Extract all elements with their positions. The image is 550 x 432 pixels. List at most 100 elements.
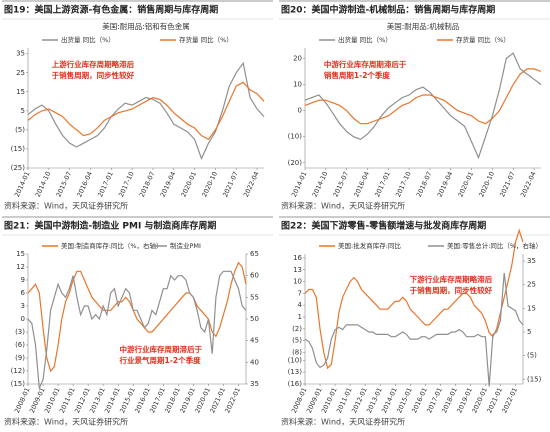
x-tick-label: 2019-04: [436, 170, 455, 198]
x-tick-label: 2017-01: [373, 170, 392, 198]
series-line: [304, 68, 542, 125]
y-tick-label: 4: [298, 301, 303, 309]
legend-label: 存货量 同比（%）: [456, 35, 510, 44]
series-line: [27, 270, 247, 389]
annotation: 销售周期1-2个季度: [324, 70, 391, 80]
legend-label: 美国:制造商库存:同比（%，右轴）: [61, 241, 163, 250]
x-tick-label: 2014-01: [290, 170, 309, 198]
y-tick-label: 10: [293, 81, 302, 89]
x-tick-label: 2015-07: [55, 170, 74, 198]
y-tick-label: 1: [298, 313, 302, 321]
y-tick-label: (5): [15, 126, 25, 134]
x-tick-label: 2014-01: [13, 170, 32, 198]
source-note: 资料来源：Wind，天风证券研究所: [281, 201, 405, 211]
x-tick-label: 2014-10: [311, 170, 330, 198]
y-tick-label: (2): [292, 325, 302, 333]
y-tick-label: (15): [11, 380, 26, 388]
annotation: 于销售周期，同步性较好: [410, 285, 493, 295]
legend-label: 出货量 同比（%）: [338, 35, 392, 44]
y-tick-label: 25: [16, 69, 25, 77]
y-tick-label: (12): [11, 367, 26, 375]
x-tick-label: 2022-04: [242, 170, 261, 198]
y-tick-label: 5: [527, 328, 531, 336]
y-tick-label: (9): [15, 354, 25, 362]
y-tick-label: 10: [293, 278, 302, 286]
annotation: 下游行业库存周期略滞后: [410, 274, 493, 284]
y-tick-label: (15): [11, 145, 26, 153]
panel-title: 图21：美国中游制造-制造业 PMI 与制造商库存周期: [4, 220, 216, 232]
y-tick-label: 35: [250, 380, 259, 388]
x-tick-label: 2019-04: [159, 170, 178, 198]
y-tick-label: 35: [16, 50, 25, 58]
annotation: 上游行业库存周期略滞后: [52, 59, 135, 69]
x-tick-label: 2020-10: [477, 170, 496, 198]
x-tick-label: 2016-04: [352, 170, 371, 198]
y-tick-label: 5: [21, 107, 25, 115]
chart-subtitle: 美国:耐用品:机械制品: [387, 21, 460, 31]
x-tick-label: 2018-07: [138, 170, 157, 198]
legend-label: 存货量 同比（%）: [179, 35, 233, 44]
y-tick-label: (20): [288, 159, 303, 167]
y-tick-label: (6): [15, 341, 25, 349]
y-tick-label: 25: [527, 281, 536, 289]
x-tick-label: 2015-07: [332, 170, 351, 198]
legend-label: 美国:批发商库存:同比: [338, 241, 401, 250]
y-tick-label: 15: [16, 250, 25, 258]
y-tick-label: 9: [21, 276, 25, 284]
x-tick-label: 2017-01: [96, 170, 115, 198]
series-line: [304, 228, 524, 370]
y-tick-label: (13): [288, 368, 303, 376]
y-tick-label: 40: [250, 358, 259, 366]
y-tick-label: (5): [527, 352, 537, 360]
y-tick-label: (10): [288, 356, 303, 364]
source-note: 资料来源：Wind，天风证券研究所: [4, 417, 128, 427]
series-line: [27, 61, 265, 161]
y-tick-label: 50: [250, 315, 259, 323]
x-tick-label: 2021-07: [498, 170, 517, 198]
x-tick-label: 2017-10: [394, 170, 413, 198]
panel-title: 图20：美国中游制造-机械制品：销售周期与库存周期: [281, 4, 495, 16]
source-note: 资料来源：Wind，天风证券研究所: [4, 201, 128, 211]
y-tick-label: 60: [250, 272, 259, 280]
annotation: 于销售周期，同步性较好: [52, 70, 135, 80]
panel-title: 图19：美国上游资源-有色金属：销售周期与库存周期: [4, 4, 218, 16]
x-tick-label: 2014-10: [34, 170, 53, 198]
y-tick-label: 65: [250, 250, 259, 258]
y-tick-label: 12: [16, 263, 25, 271]
series-line: [27, 261, 247, 373]
y-tick-label: 15: [16, 88, 25, 96]
series-line: [27, 81, 265, 141]
y-tick-label: 7: [298, 289, 302, 297]
x-tick-label: 2022-04: [519, 170, 538, 198]
y-tick-label: (15): [527, 375, 542, 383]
y-tick-label: 15: [527, 304, 536, 312]
y-tick-label: (10): [288, 133, 303, 141]
legend-label: 制造业PMI: [170, 241, 201, 250]
x-tick-label: 2016-04: [75, 170, 94, 198]
legend-label: 出货量 同比（%）: [61, 35, 115, 44]
x-tick-label: 2020-10: [200, 170, 219, 198]
y-tick-label: 16: [293, 254, 302, 262]
source-note: 资料来源：Wind，天风证券研究所: [281, 417, 405, 427]
y-tick-label: 3: [21, 302, 25, 310]
x-tick-label: 2018-07: [415, 170, 434, 198]
y-tick-label: (16): [288, 380, 303, 388]
x-tick-label: 2020-01: [456, 170, 475, 198]
annotation: 中游行业库存周期滞后于: [324, 59, 407, 69]
y-tick-label: (5): [292, 337, 302, 345]
y-tick-label: 13: [293, 266, 302, 274]
panel-title: 图22：美国下游零售-零售额增速与批发商库存周期: [281, 220, 486, 232]
y-tick-label: (8): [292, 348, 302, 356]
legend-label: 美国:零售总计:同比（%，右轴）: [447, 241, 542, 250]
series-line: [304, 272, 524, 387]
y-tick-label: 6: [21, 289, 26, 297]
y-tick-label: (3): [15, 328, 25, 336]
x-tick-label: 2017-10: [117, 170, 136, 198]
y-tick-label: 20: [293, 54, 302, 62]
y-tick-label: 35: [527, 257, 536, 265]
series-line: [304, 52, 542, 160]
chart-subtitle: 美国:耐用品:铝和有色金属: [102, 21, 190, 31]
annotation: 行业景气周期1-2个季度: [119, 355, 202, 365]
x-tick-label: 2020-01: [179, 170, 198, 198]
